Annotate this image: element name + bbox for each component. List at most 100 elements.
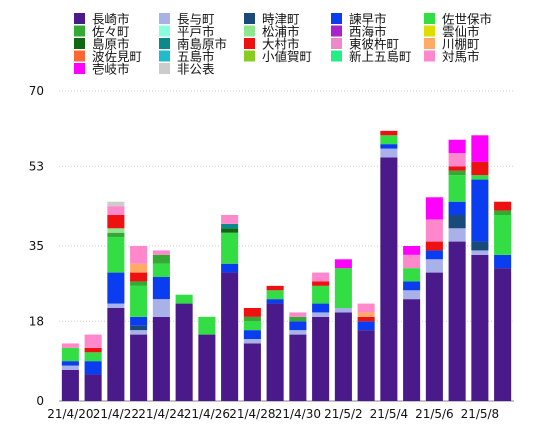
bar-segment bbox=[130, 330, 148, 335]
bar-segment bbox=[107, 206, 125, 215]
bar-segment bbox=[130, 334, 148, 401]
bar-segment bbox=[84, 374, 102, 401]
bar-segment bbox=[494, 254, 512, 269]
legend-entry: 松浦市 bbox=[244, 24, 300, 39]
legend-label: 小値賀町 bbox=[262, 49, 312, 64]
bar-segment bbox=[289, 334, 307, 401]
legend-swatch bbox=[331, 13, 342, 24]
legend-entry: 東彼杵町 bbox=[331, 37, 399, 52]
legend-entry: 長崎市 bbox=[74, 12, 130, 27]
x-tick-label: 21/4/26 bbox=[184, 407, 230, 421]
legend-entry: 諫早市 bbox=[331, 12, 387, 27]
y-axis-ticks: 0 18 35 53 70 bbox=[29, 84, 44, 408]
legend-swatch bbox=[159, 13, 170, 24]
bar-stack bbox=[380, 130, 398, 401]
bar-segment bbox=[84, 347, 102, 353]
bar-segment bbox=[425, 241, 443, 251]
bar-segment bbox=[312, 316, 330, 401]
bar-segment bbox=[221, 263, 239, 273]
bar-stack bbox=[84, 334, 102, 401]
bar-segment bbox=[448, 166, 466, 171]
legend-label: 非公表 bbox=[177, 62, 215, 77]
y-tick-label: 18 bbox=[29, 314, 44, 328]
bar-segment bbox=[221, 272, 239, 401]
legend-swatch bbox=[74, 25, 85, 37]
bar-segment bbox=[425, 197, 443, 220]
y-tick-label: 35 bbox=[29, 239, 44, 253]
bar-segment bbox=[61, 361, 79, 366]
legend-swatch bbox=[331, 50, 342, 62]
legend-entry: 平戸市 bbox=[159, 24, 215, 39]
bar-segment bbox=[107, 201, 125, 207]
bar-stack bbox=[107, 201, 125, 401]
x-tick-label: 21/5/2 bbox=[324, 407, 363, 421]
legend-label: 長与町 bbox=[177, 12, 215, 27]
bar-segment bbox=[448, 175, 466, 202]
bar-stack bbox=[152, 250, 170, 401]
bar-stack bbox=[312, 272, 330, 401]
bar-segment bbox=[471, 254, 489, 401]
legend-swatch bbox=[74, 63, 85, 74]
bar-stack bbox=[175, 294, 193, 401]
bar-segment bbox=[448, 215, 466, 229]
legend-entry: 小値賀町 bbox=[244, 49, 312, 64]
legend-swatch bbox=[159, 63, 170, 74]
legend-swatch bbox=[159, 50, 170, 62]
bar-segment bbox=[152, 254, 170, 264]
bar-segment bbox=[403, 268, 421, 282]
legend-swatch bbox=[244, 13, 255, 24]
legend-swatch bbox=[244, 50, 255, 62]
legend-swatch bbox=[424, 25, 435, 37]
bar-segment bbox=[425, 272, 443, 401]
bar-stack bbox=[334, 259, 352, 401]
bar-stack bbox=[471, 135, 489, 401]
bar-stack bbox=[130, 246, 148, 401]
bar-segment bbox=[152, 277, 170, 300]
bar-segment bbox=[312, 285, 330, 304]
bar-segment bbox=[448, 153, 466, 167]
bar-segment bbox=[357, 321, 375, 331]
bar-segment bbox=[425, 219, 443, 242]
chart-grid bbox=[59, 90, 514, 402]
bar-segment bbox=[425, 250, 443, 260]
bar-segment bbox=[471, 241, 489, 251]
legend-label: 平戸市 bbox=[177, 24, 215, 39]
legend-swatch bbox=[424, 38, 435, 49]
bar-segment bbox=[403, 246, 421, 255]
bar-segment bbox=[448, 228, 466, 242]
legend-entry: 時津町 bbox=[244, 12, 300, 27]
bar-segment bbox=[334, 308, 352, 313]
legend-swatch bbox=[424, 13, 435, 24]
bar-stack bbox=[198, 316, 216, 401]
legend-entry: 島原市 bbox=[74, 37, 130, 52]
bar-stack bbox=[357, 303, 375, 401]
legend-label: 佐世保市 bbox=[442, 12, 492, 27]
bar-segment bbox=[243, 343, 261, 401]
legend-label: 島原市 bbox=[92, 37, 130, 52]
bar-segment bbox=[107, 237, 125, 273]
legend-entry: 対馬市 bbox=[424, 49, 480, 64]
bar-segment bbox=[152, 316, 170, 401]
bar-segment bbox=[175, 303, 193, 401]
bar-segment bbox=[357, 316, 375, 322]
y-tick-label: 53 bbox=[29, 159, 44, 173]
legend-entry: 佐世保市 bbox=[424, 12, 492, 27]
bar-segment bbox=[243, 330, 261, 339]
bar-segment bbox=[61, 347, 79, 362]
legend-label: 東彼杵町 bbox=[349, 37, 399, 52]
x-tick-label: 21/4/20 bbox=[47, 407, 93, 421]
x-tick-label: 21/4/30 bbox=[275, 407, 321, 421]
legend-entry: 南島原市 bbox=[159, 37, 227, 52]
bar-segment bbox=[334, 312, 352, 401]
bar-segment bbox=[243, 321, 261, 331]
y-tick-label: 70 bbox=[29, 84, 44, 98]
bar-segment bbox=[312, 303, 330, 313]
bar-segment bbox=[107, 272, 125, 304]
legend-entry: 波佐見町 bbox=[74, 49, 142, 64]
x-axis-ticks: 21/4/20 21/4/22 21/4/24 21/4/26 21/4/28 21/4/… bbox=[47, 407, 499, 421]
bar-segment bbox=[266, 285, 284, 291]
bar-segment bbox=[107, 308, 125, 401]
bar-segment bbox=[289, 312, 307, 317]
bar-segment bbox=[494, 210, 512, 215]
legend-label: 新上五島町 bbox=[349, 49, 412, 64]
